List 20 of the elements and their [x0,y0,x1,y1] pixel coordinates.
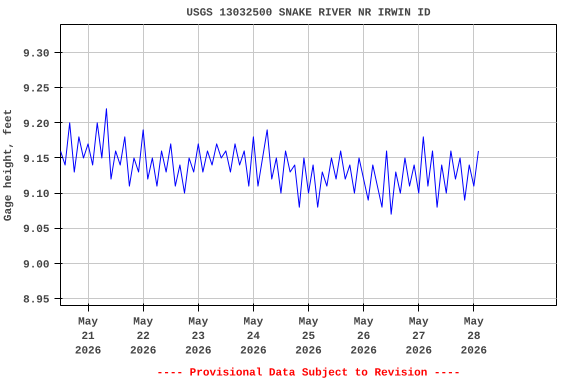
x-tick-label: May 26 2026 [350,316,377,358]
y-tick-label: 9.25 [23,84,50,96]
y-tick-label: 9.15 [23,154,50,166]
x-tick-label: May 27 2026 [406,316,432,358]
x-tick-label: May 24 2026 [240,316,267,358]
y-tick-label: 9.05 [23,224,50,236]
y-axis-title: Gage height, feet [2,108,16,222]
x-tick-label: May 25 2026 [295,316,322,358]
x-tick-label: May 28 2026 [460,316,488,358]
y-tick-label: 9.00 [23,259,50,272]
y-tick-label: 9.10 [23,189,50,202]
y-tick-label: 9.30 [23,48,50,61]
y-tick-label: 9.20 [23,118,50,131]
line-series [60,108,479,215]
x-tick-label: May 21 2026 [74,316,102,358]
chart-title: USGS 13032500 SNAKE RIVER NR IRWIN ID [186,8,432,20]
text: ---- Provisional Data Subject to Revision ---- [156,368,460,380]
x-tick-label: May 22 2026 [130,316,156,358]
y-tick-label: 8.95 [23,294,50,306]
x-tick-label: May 23 2026 [185,316,212,358]
